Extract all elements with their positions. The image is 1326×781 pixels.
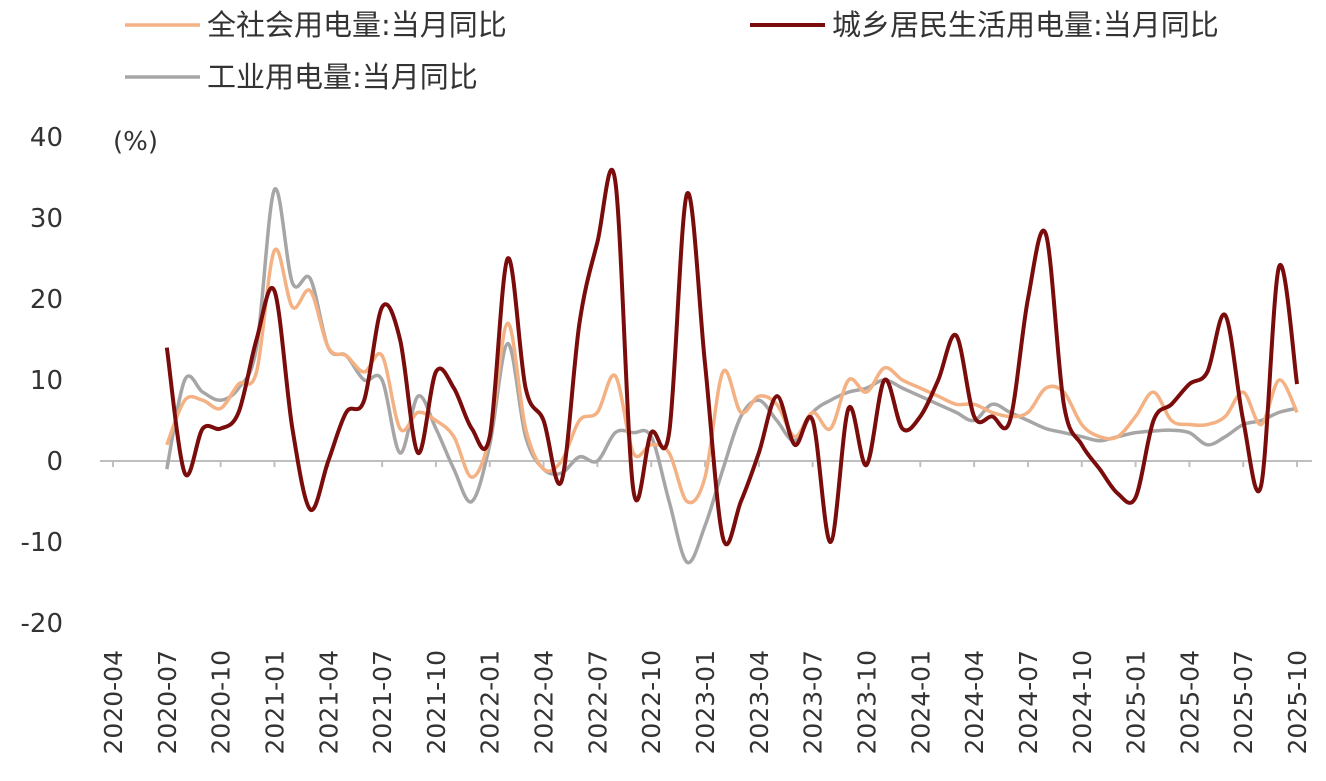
x-tick-label: 2021-04	[314, 650, 343, 754]
y-tick-label: 40	[30, 123, 63, 153]
y-tick-label: -20	[21, 609, 63, 639]
x-tick-label: 2021-07	[368, 650, 397, 754]
y-tick-label: 0	[46, 447, 63, 477]
x-tick-label: 2025-10	[1283, 650, 1312, 754]
x-tick-label: 2025-04	[1175, 650, 1204, 754]
legend-label: 工业用电量:当月同比	[207, 60, 478, 94]
x-tick-label: 2022-04	[530, 650, 559, 754]
x-tick-label: 2023-07	[799, 650, 828, 754]
x-tick-label: 2020-10	[207, 650, 236, 754]
legend-label: 全社会用电量:当月同比	[207, 8, 507, 42]
y-tick-label: 30	[30, 204, 63, 234]
x-tick-label: 2022-07	[583, 650, 612, 754]
x-tick-label: 2021-01	[260, 650, 289, 754]
x-tick-label: 2020-04	[99, 650, 128, 754]
x-tick-label: 2024-10	[1068, 650, 1097, 754]
series-line	[165, 187, 1298, 565]
x-tick-label: 2020-07	[153, 650, 182, 754]
x-tick-label: 2024-01	[906, 650, 935, 754]
legend-label: 城乡居民生活用电量:当月同比	[832, 8, 1219, 42]
x-tick-label: 2025-07	[1229, 650, 1258, 754]
x-tick-label: 2024-07	[1014, 650, 1043, 754]
x-tick-label: 2023-04	[745, 650, 774, 754]
series-line	[165, 247, 1299, 505]
x-tick-label: 2021-10	[422, 650, 451, 754]
series-line	[164, 167, 1300, 547]
x-tick-label: 2023-01	[691, 650, 720, 754]
x-tick-label: 2023-10	[852, 650, 881, 754]
y-tick-label: 20	[30, 285, 63, 315]
x-tick-label: 2022-01	[476, 650, 505, 754]
y-unit-label: (%)	[113, 127, 158, 157]
y-tick-label: -10	[21, 528, 63, 558]
y-tick-label: 10	[30, 366, 63, 396]
x-tick-label: 2024-04	[960, 650, 989, 754]
x-tick-label: 2022-10	[637, 650, 666, 754]
x-tick-label: 2025-01	[1122, 650, 1151, 754]
